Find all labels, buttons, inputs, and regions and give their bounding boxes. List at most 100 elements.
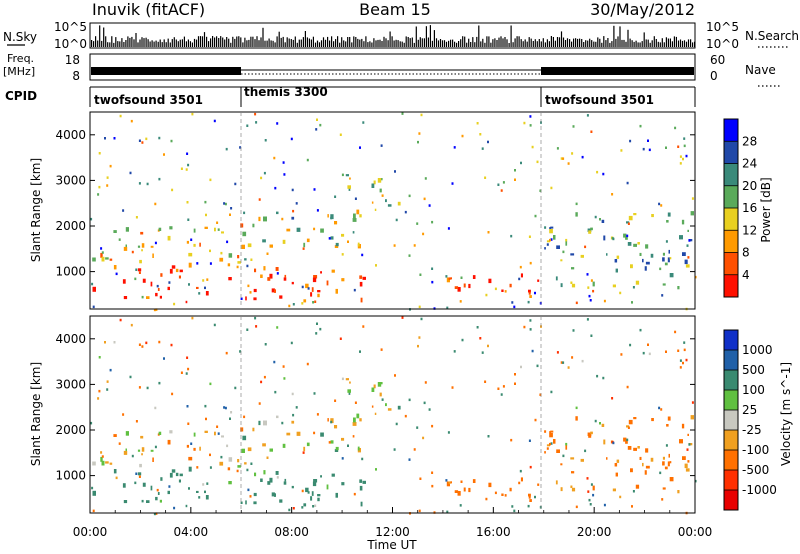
power-cell bbox=[140, 231, 144, 235]
velocity-cell bbox=[193, 432, 196, 437]
power-cell bbox=[134, 277, 137, 281]
power-cell bbox=[669, 257, 672, 260]
velocity-cell bbox=[157, 492, 160, 495]
sky-bar bbox=[214, 37, 216, 47]
sky-bar bbox=[669, 38, 671, 47]
velocity-cell bbox=[202, 483, 205, 486]
velocity-cell bbox=[97, 397, 100, 400]
power-cell bbox=[230, 207, 233, 210]
power-cell bbox=[357, 242, 360, 247]
power-cell bbox=[647, 139, 649, 142]
power-cell bbox=[168, 281, 171, 284]
sky-bar bbox=[345, 41, 347, 47]
sky-bar bbox=[512, 42, 514, 47]
velocity-cell bbox=[292, 507, 295, 510]
sky-bar bbox=[587, 40, 589, 47]
velocity-cell bbox=[150, 449, 154, 452]
velocity-colorbar-swatch bbox=[724, 410, 738, 430]
power-cell bbox=[169, 226, 173, 230]
power-cell bbox=[453, 146, 456, 149]
velocity-cell bbox=[572, 329, 575, 332]
velocity-cell bbox=[135, 420, 138, 423]
velocity-cell bbox=[141, 447, 145, 452]
velocity-cell bbox=[306, 442, 310, 447]
velocity-cell bbox=[460, 480, 463, 483]
power-cell bbox=[536, 160, 539, 164]
velocity-cell bbox=[359, 479, 363, 483]
velocity-cell bbox=[560, 361, 563, 364]
velocity-cell bbox=[282, 443, 286, 448]
power-cell bbox=[291, 216, 295, 220]
velocity-cell bbox=[667, 416, 671, 421]
power-cell bbox=[250, 258, 253, 261]
velocity-cell bbox=[267, 481, 271, 485]
sky-bar bbox=[518, 36, 520, 47]
power-cell bbox=[431, 280, 434, 284]
power-cell bbox=[224, 202, 227, 206]
power-cell bbox=[457, 287, 461, 292]
power-cell bbox=[106, 184, 109, 187]
sky-bar bbox=[131, 36, 133, 47]
power-cell bbox=[611, 193, 614, 196]
power-cell bbox=[283, 277, 287, 281]
velocity-cell bbox=[639, 456, 642, 460]
power-cell bbox=[245, 296, 247, 301]
power-cell bbox=[601, 219, 605, 223]
velocity-yaxis: 1000 2000 3000 4000 bbox=[55, 332, 695, 483]
velocity-cell bbox=[244, 462, 247, 465]
sky-bar bbox=[514, 38, 516, 47]
power-cell bbox=[204, 286, 206, 290]
velocity-cell bbox=[360, 501, 363, 507]
velocity-cell bbox=[187, 367, 190, 371]
velocity-cell bbox=[302, 451, 305, 454]
velocity-cell bbox=[319, 327, 322, 331]
sky-bar bbox=[318, 42, 321, 47]
power-cell bbox=[122, 209, 125, 212]
velocity-cell bbox=[135, 472, 138, 475]
velocity-cell bbox=[353, 417, 356, 423]
power-cell bbox=[572, 125, 575, 128]
power-cell bbox=[352, 231, 355, 234]
sky-bar bbox=[187, 39, 189, 47]
power-cell bbox=[247, 243, 252, 248]
freq-tick-right-top: 60 bbox=[710, 53, 725, 67]
power-cell bbox=[371, 183, 375, 188]
sky-bar bbox=[383, 36, 385, 47]
sky-bar bbox=[260, 37, 262, 47]
velocity-cell bbox=[401, 316, 404, 319]
power-cell bbox=[307, 287, 310, 290]
power-cell bbox=[662, 283, 666, 286]
sky-bar bbox=[405, 36, 407, 47]
sky-bar bbox=[248, 39, 250, 47]
power-cell bbox=[253, 297, 257, 301]
sky-bar bbox=[591, 40, 593, 47]
power-cell bbox=[187, 218, 190, 221]
power-cell bbox=[599, 218, 601, 221]
velocity-cell bbox=[253, 501, 257, 505]
power-cell bbox=[637, 242, 640, 245]
sky-bar bbox=[306, 37, 308, 47]
freq-tick-left-bottom: 8 bbox=[72, 69, 80, 83]
power-cell bbox=[188, 262, 192, 268]
power-cell bbox=[413, 244, 416, 247]
power-cell bbox=[242, 231, 247, 237]
sky-bar bbox=[556, 37, 559, 47]
power-cell bbox=[160, 273, 163, 277]
power-cell bbox=[587, 228, 592, 232]
sky-bar bbox=[377, 39, 379, 47]
power-cell bbox=[137, 245, 141, 248]
power-panel-frame bbox=[89, 111, 696, 310]
velocity-cell bbox=[196, 466, 199, 469]
velocity-cell bbox=[514, 382, 516, 385]
freq-label-line2: [MHz] bbox=[3, 65, 35, 78]
sky-bar bbox=[179, 39, 181, 47]
velocity-cell bbox=[570, 457, 575, 460]
velocity-cell bbox=[291, 392, 294, 396]
velocity-cell bbox=[615, 472, 618, 477]
velocity-cell bbox=[679, 359, 682, 362]
power-cell bbox=[631, 301, 633, 304]
power-cell bbox=[648, 148, 651, 152]
velocity-cell bbox=[612, 488, 616, 492]
power-cell bbox=[198, 292, 201, 295]
velocity-cell bbox=[550, 390, 553, 394]
